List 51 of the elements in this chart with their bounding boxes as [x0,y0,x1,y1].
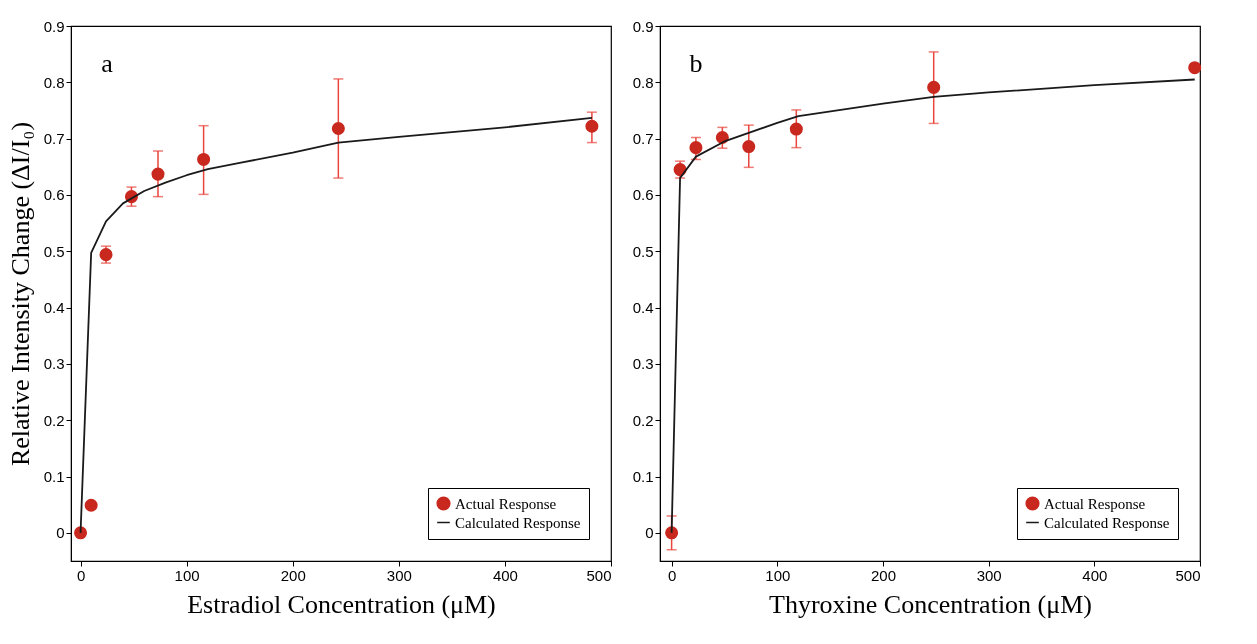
x-tick-label: 0 [667,566,677,584]
point [742,140,756,154]
y-tick-label: 0.8 [43,73,65,91]
x-tick-label: 400 [492,566,518,584]
y-tick-label: 0.7 [632,130,654,148]
x-tick-label: 500 [586,566,612,584]
y-tick-label: 0.9 [632,17,654,35]
legend-label: Actual Response [1044,495,1146,512]
y-tick-label: 0.2 [632,411,654,429]
point [1188,61,1202,75]
x-tick-label: 300 [386,566,412,584]
x-tick-label: 500 [1175,566,1201,584]
y-tick-label: 0.1 [43,468,65,486]
x-tick-label: 400 [1082,566,1108,584]
x-tick-label: 100 [765,566,791,584]
legend-label: Actual Response [455,495,557,512]
x-tick-label: 300 [976,566,1002,584]
annotation: a [101,49,114,78]
y-tick-label: 0.8 [632,73,654,91]
point [331,121,345,135]
x-axis-title: Estradiol Concentration (μM) [187,589,496,619]
y-tick-label: 0.5 [43,242,65,260]
point [151,167,165,181]
y-tick-label: 0.3 [632,355,654,373]
y-tick-label: 0 [56,524,65,542]
legend-label: Calculated Response [455,514,581,531]
y-tick-label: 0.3 [43,355,65,373]
y-tick-label: 0.1 [632,468,654,486]
point [84,498,98,512]
annotation: b [689,49,703,78]
y-tick-label: 0.5 [632,242,654,260]
y-tick-label: 0.4 [43,299,65,317]
y-tick-label: 0.4 [632,299,654,317]
y-axis-title: Relative Intensity Change (ΔI/I₀) [5,121,35,467]
legend-label: Calculated Response [1044,514,1170,531]
x-tick-label: 100 [174,566,200,584]
y-tick-label: 0.6 [632,186,654,204]
x-tick-label: 0 [76,566,86,584]
x-tick-label: 200 [280,566,306,584]
point [197,152,211,166]
y-tick-label: 0.6 [43,186,65,204]
y-tick-label: 0 [645,524,654,542]
point [585,119,599,133]
y-tick-label: 0.7 [43,130,65,148]
point [927,80,941,94]
x-tick-label: 200 [870,566,896,584]
point [689,141,703,155]
y-tick-label: 0.2 [43,411,65,429]
y-tick-label: 0.9 [43,17,65,35]
point [789,122,803,136]
x-axis-title: Thyroxine Concentration (μM) [769,589,1092,619]
